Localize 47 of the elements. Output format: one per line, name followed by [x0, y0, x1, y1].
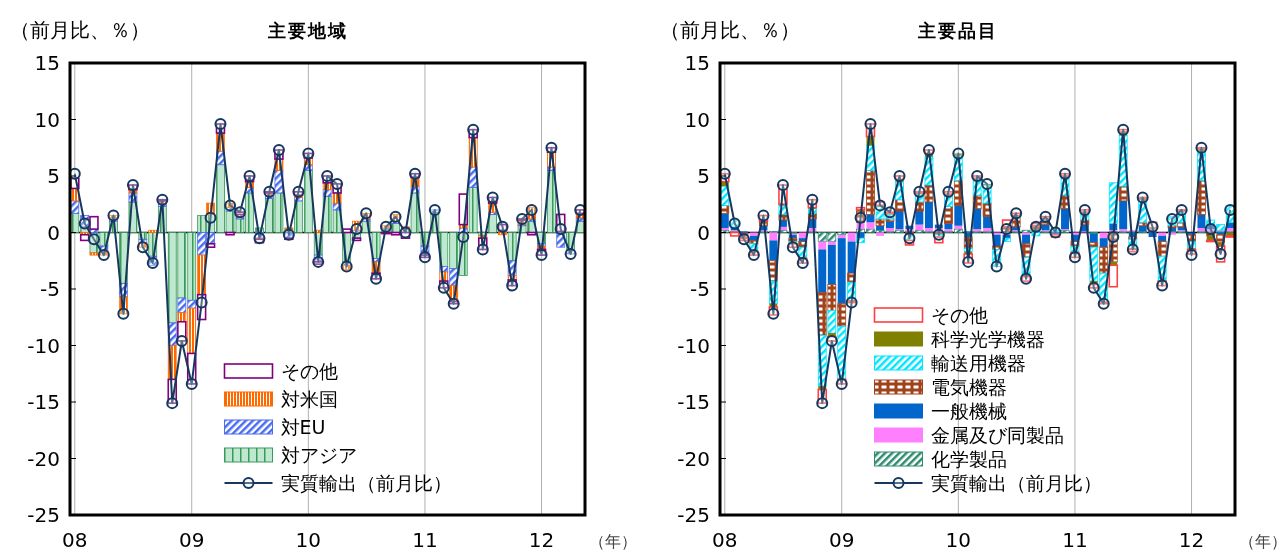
legend-label: その他 [930, 303, 988, 326]
y-tick-label: 0 [697, 220, 710, 245]
legend-label: 対アジア [280, 443, 357, 466]
y-tick-label: 15 [34, 51, 60, 75]
legend-label: 電気機器 [930, 375, 1007, 398]
legend-label: 一般機械 [930, 399, 1007, 422]
y-tick-label: -25 [27, 503, 60, 527]
legend-label: その他 [280, 359, 338, 382]
x-tick-label: 10 [295, 528, 322, 552]
x-tick-label: 10 [945, 528, 972, 552]
y-tick-label: -15 [27, 390, 60, 414]
y-tick-label: -15 [677, 390, 710, 414]
y-tick-label: -20 [27, 446, 60, 471]
x-tick-label: 08 [62, 528, 88, 552]
x-axis-title: （年） [589, 532, 637, 551]
x-tick-label: 11 [1062, 528, 1088, 552]
y-tick-label: -20 [677, 446, 710, 471]
legend-label: 輸送用機器 [930, 351, 1026, 374]
y-tick-label: -5 [690, 277, 710, 301]
y-tick-label: -25 [677, 503, 710, 527]
y-tick-label: 0 [47, 220, 60, 245]
y-axis-title: （前月比、％） [10, 18, 150, 42]
y-tick-label: 10 [34, 107, 60, 132]
legend-label: 科学光学機器 [930, 327, 1045, 350]
y-tick-label: 5 [47, 164, 60, 188]
x-tick-label: 12 [1178, 528, 1205, 552]
x-tick-label: 12 [528, 528, 555, 552]
y-tick-label: 5 [697, 164, 710, 188]
y-tick-label: -5 [40, 277, 60, 301]
legend-label: 対米国 [280, 387, 338, 410]
legend-label: 化学製品 [930, 447, 1007, 470]
y-axis-title: （前月比、％） [660, 18, 800, 42]
legend-label: 実質輸出（前月比） [280, 471, 452, 494]
x-tick-label: 08 [712, 528, 738, 552]
x-tick-label: 11 [412, 528, 438, 552]
y-tick-label: 15 [684, 51, 710, 75]
y-tick-label: 10 [684, 107, 710, 132]
legend-label: 実質輸出（前月比） [930, 471, 1102, 494]
y-tick-label: -10 [27, 333, 60, 358]
chart-title: 主要品目 [917, 20, 998, 41]
x-tick-label: 09 [828, 528, 855, 552]
y-tick-label: -10 [677, 333, 710, 358]
legend-label: 対EU [280, 415, 326, 438]
legend-label: 金属及び同製品 [930, 423, 1064, 446]
x-axis-title: （年） [1239, 532, 1282, 551]
x-tick-label: 09 [178, 528, 205, 552]
chart-title: 主要地域 [267, 20, 348, 41]
